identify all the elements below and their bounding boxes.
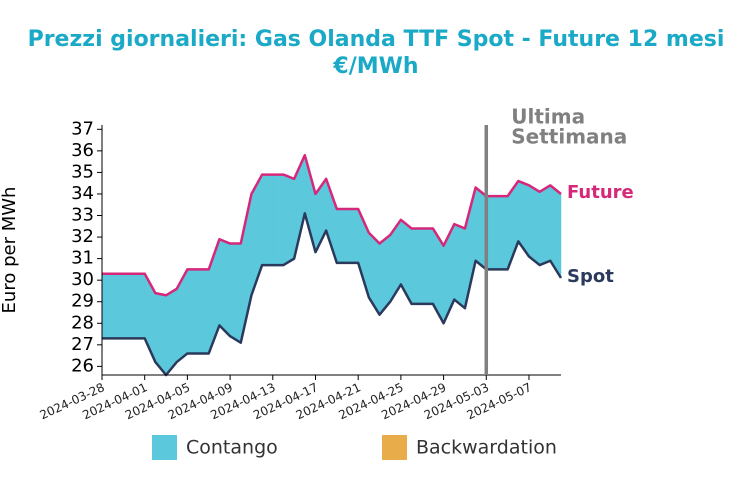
spread-area	[112, 273, 124, 339]
y-tick-label: 27	[71, 334, 94, 355]
chart-title: Prezzi giornalieri: Gas Olanda TTF Spot …	[28, 27, 725, 52]
spread-area	[411, 228, 423, 305]
spread-area	[133, 273, 145, 339]
spread-area	[187, 269, 199, 354]
spread-area	[347, 208, 359, 264]
y-tick-label: 36	[71, 140, 94, 161]
y-tick-label: 35	[71, 161, 94, 182]
spread-area	[454, 223, 466, 309]
y-tick-label: 30	[71, 269, 94, 290]
chart-subtitle: €/MWh	[332, 54, 418, 79]
spread-area	[283, 174, 295, 266]
spread-area	[400, 219, 412, 304]
legend-label: Contango	[186, 437, 278, 459]
legend-label: Backwardation	[416, 437, 557, 459]
spread-area	[421, 228, 434, 305]
spread-area	[261, 174, 274, 266]
spread-area	[496, 195, 508, 270]
y-tick-label: 32	[71, 226, 94, 247]
spread-area	[293, 155, 306, 259]
y-tick-label: 31	[71, 248, 94, 269]
y-axis-label: Euro per MWh	[0, 187, 20, 314]
y-tick-label: 37	[71, 118, 94, 139]
annotation-text: Settimana	[511, 125, 627, 149]
spread-area	[219, 238, 231, 337]
spread-area	[539, 184, 551, 266]
series-label: Spot	[567, 266, 614, 287]
y-tick-label: 26	[71, 355, 94, 376]
spread-area	[197, 269, 209, 354]
legend-swatch	[152, 435, 177, 460]
series-label: Future	[567, 182, 634, 203]
annotation-text: Ultima	[511, 105, 585, 129]
spread-area	[336, 208, 348, 264]
spread-area	[528, 184, 540, 266]
spread-area	[229, 243, 242, 344]
y-tick-label: 29	[71, 291, 94, 312]
y-tick-label: 34	[71, 183, 94, 204]
series-line	[102, 153, 562, 297]
spread-area	[272, 174, 284, 266]
y-tick-label: 33	[71, 205, 94, 226]
y-tick-label: 28	[71, 312, 94, 333]
spread-area	[123, 273, 135, 339]
legend-swatch	[382, 435, 407, 460]
series-line	[102, 212, 563, 377]
spread-area	[304, 155, 316, 253]
spread-area	[101, 273, 113, 339]
